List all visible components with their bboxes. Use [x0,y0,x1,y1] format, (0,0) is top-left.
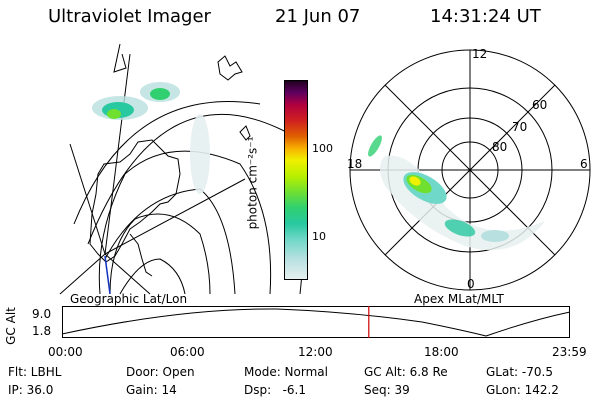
glat-info: GLat: -70.5 [486,365,553,379]
aurora-emission-polar [368,135,545,251]
gc-alt-info: GC Alt: 6.8 Re [364,365,448,379]
mlt-label-6: 6 [580,157,588,171]
flt-info: Flt: LBHL [8,365,62,379]
colorbar-tick-10: 10 [312,230,326,243]
instrument-title: Ultraviolet Imager [48,6,211,27]
mlat-label-60: 60 [532,98,548,112]
x-tick-0600: 06:00 [170,345,205,359]
date-label: 21 Jun 07 [275,6,361,27]
altitude-ylabel: GC Alt [3,307,18,345]
mode-info: Mode: Normal [244,365,328,379]
door-info: Door: Open [126,365,195,379]
mlt-label-18: 18 [347,157,363,171]
altitude-ytick-low: 1.8 [32,324,52,338]
colorbar [284,80,308,280]
polar-caption: Apex MLat/MLT [414,292,504,306]
x-tick-1200: 12:00 [298,345,333,359]
dsp-info: Dsp: -6.1 [244,383,307,397]
mlat-label-80: 80 [492,140,508,154]
lat-arc-1 [73,101,261,225]
colorbar-tick-100: 100 [312,142,333,155]
colorbar-unit-label: photon cm⁻²s⁻¹ [245,136,260,230]
geo-caption: Geographic Lat/Lon [70,292,188,306]
ip-info: IP: 36.0 [8,383,54,397]
seq-info: Seq: 39 [364,383,410,397]
time-label: 14:31:24 UT [430,6,541,27]
mlt-label-12: 12 [472,47,488,61]
x-tick-2359: 23:59 [552,345,587,359]
x-tick-0000: 00:00 [48,345,83,359]
polar-mlat-mlt-plot [349,49,591,291]
altitude-ytick-high: 9.0 [32,307,52,321]
altitude-strip [61,306,571,338]
gain-info: Gain: 14 [126,383,177,397]
glon-info: GLon: 142.2 [486,383,559,397]
x-tick-1800: 18:00 [424,345,459,359]
mlat-label-70: 70 [512,120,528,134]
aurora-emission-geo [92,82,210,194]
mlt-label-0: 0 [467,277,475,291]
geographic-map [59,43,304,295]
